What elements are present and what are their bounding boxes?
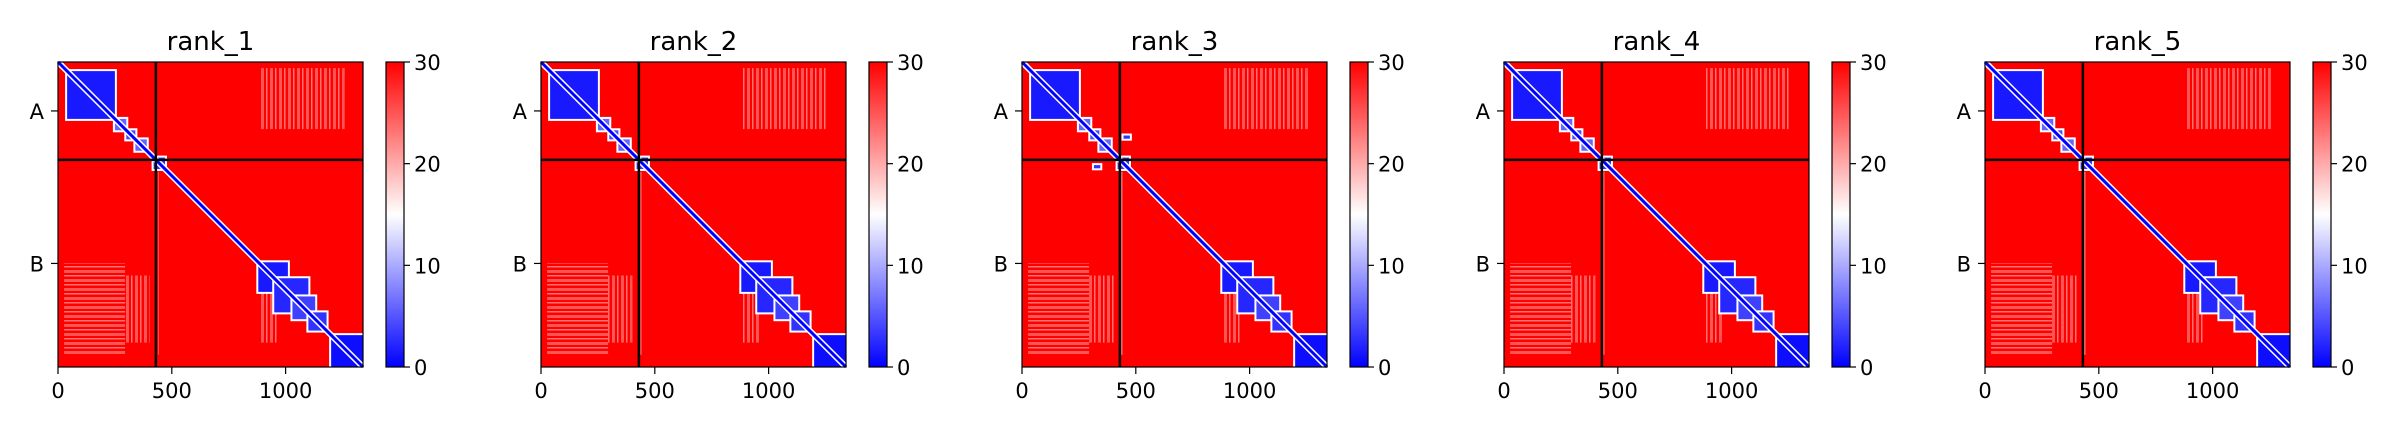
diagonal-band [1983,60,2292,369]
x-tick-label: 1000 [1705,379,1758,403]
colorbar-tick-label: 30 [897,51,924,75]
diagonal-band [1020,60,1329,369]
heatmap-stripe [1028,263,1090,355]
colorbar-tick-label: 30 [2341,51,2368,75]
colorbar [869,62,887,367]
colorbar-frame [1831,61,1851,368]
colorbar-tick-label: 20 [1860,153,1887,177]
diagonal-band [1502,60,1811,369]
heatmap-stripe [1089,275,1114,343]
y-tick-label: A [30,100,45,124]
y-tick-label: B [1476,252,1490,276]
x-tick-label: 1000 [1223,379,1276,403]
panel-title: rank_5 [2094,27,2182,57]
heatmap-stripe [64,263,126,355]
heatmap-stripe [2082,171,2086,355]
panel-title: rank_1 [167,27,255,57]
heatmap-stripe [547,263,609,355]
colorbar-tick-label: 30 [414,51,441,75]
colorbar-tick-label: 0 [897,356,910,380]
axes-frame [1503,61,1810,368]
colorbar-tick-label: 30 [1378,51,1405,75]
colorbar-tick-label: 0 [414,356,427,380]
x-tick-label: 500 [1598,379,1638,403]
x-tick-label: 0 [1497,379,1510,403]
colorbar-tick-label: 10 [1378,254,1405,278]
x-tick-label: 0 [1015,379,1028,403]
axes-frame [1984,61,2291,368]
colorbar [2313,62,2331,367]
colorbar-tick-label: 0 [2341,356,2354,380]
colorbar-frame [385,61,405,368]
axes-frame [540,61,847,368]
heatmap-stripe [1705,68,1791,130]
x-tick-label: 500 [635,379,675,403]
heatmap-stripe [2186,68,2272,130]
panel-title: rank_3 [1131,27,1219,57]
y-tick-label: B [994,252,1008,276]
colorbar [386,62,404,367]
colorbar-tick-label: 10 [897,254,924,278]
heatmap-stripe [1510,263,1572,355]
heatmap-stripe [1571,275,1596,343]
colorbar [1350,62,1368,367]
offdiag-block [1093,165,1101,169]
pae-panel-5: rank_5 0 500 1000 A B 0 10 20 30 [1957,27,2368,403]
diagonal-band [539,60,848,369]
colorbar-tick-label: 20 [1378,153,1405,177]
panel-title: rank_4 [1613,27,1701,57]
heatmap-stripe [1991,263,2053,355]
colorbar-tick-label: 0 [1378,356,1391,380]
heatmap-stripe [155,171,159,355]
colorbar-tick-label: 10 [1860,254,1887,278]
y-tick-label: A [994,100,1009,124]
diagonal-band [56,60,365,369]
pae-panel-4: rank_4 0 500 1000 A B 0 10 20 30 [1476,27,1887,403]
pae-panel-1: rank_1 0 500 1000 A B 0 10 20 30 [30,27,441,403]
heatmap-stripe [638,171,642,355]
y-tick-label: A [513,100,528,124]
axes-frame [1021,61,1328,368]
heatmap-stripe [742,68,828,130]
x-tick-label: 1000 [2186,379,2239,403]
x-tick-label: 500 [152,379,192,403]
heatmap-stripe [1119,171,1123,355]
x-tick-label: 1000 [742,379,795,403]
y-tick-label: B [513,252,527,276]
heatmap-stripe [125,275,150,343]
colorbar-tick-label: 10 [2341,254,2368,278]
x-tick-label: 500 [2079,379,2119,403]
heatmap-stripe [259,68,345,130]
heatmap-stripe [2052,275,2077,343]
x-tick-label: 1000 [259,379,312,403]
colorbar-tick-label: 10 [414,254,441,278]
colorbar-frame [1349,61,1369,368]
colorbar-tick-label: 20 [2341,153,2368,177]
axes-frame [57,61,364,368]
x-tick-label: 0 [51,379,64,403]
x-tick-label: 0 [1978,379,1991,403]
panel-title: rank_2 [650,27,738,57]
colorbar-tick-label: 30 [1860,51,1887,75]
pae-panel-2: rank_2 0 500 1000 A B 0 10 20 30 [513,27,924,403]
x-tick-label: 0 [534,379,547,403]
colorbar-frame [2312,61,2332,368]
heatmap-stripe [608,275,633,343]
x-tick-label: 500 [1116,379,1156,403]
heatmap-stripe [1223,68,1309,130]
heatmap-stripe [1601,171,1605,355]
y-tick-label: A [1957,100,1972,124]
y-tick-label: A [1476,100,1491,124]
colorbar-tick-label: 20 [897,153,924,177]
colorbar-frame [868,61,888,368]
y-tick-label: B [30,252,44,276]
colorbar-tick-label: 20 [414,153,441,177]
pae-panel-3: rank_3 0 500 1000 A B 0 10 20 30 [994,27,1405,403]
colorbar [1832,62,1850,367]
offdiag-block [1123,135,1130,139]
y-tick-label: B [1957,252,1971,276]
colorbar-tick-label: 0 [1860,356,1873,380]
